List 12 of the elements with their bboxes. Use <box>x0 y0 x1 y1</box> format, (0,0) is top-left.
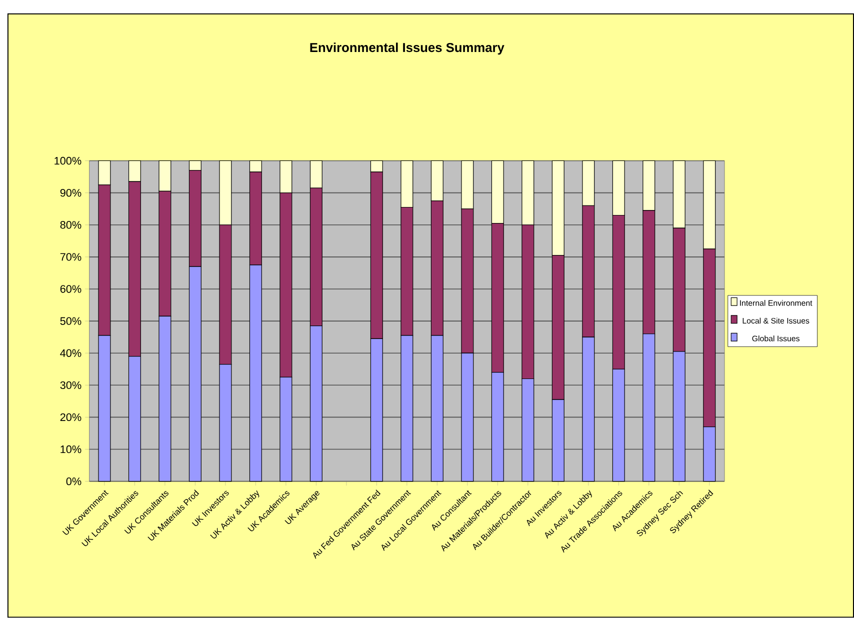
y-tick-label: 10% <box>60 446 82 454</box>
chart-title: Environmental Issues Summary <box>310 42 504 55</box>
y-tick-label: 40% <box>60 349 82 358</box>
y-tick-label: 80% <box>60 221 82 229</box>
y-tick-label: 20% <box>60 413 82 422</box>
y-tick-label: 100% <box>54 157 82 165</box>
y-tick-label: 60% <box>60 285 82 293</box>
y-tick-label: 0% <box>66 478 82 486</box>
y-tick-label: 30% <box>60 381 82 390</box>
y-tick-label: 70% <box>60 253 82 261</box>
y-tick-label: 50% <box>60 317 82 325</box>
y-tick-label: 90% <box>60 189 82 197</box>
